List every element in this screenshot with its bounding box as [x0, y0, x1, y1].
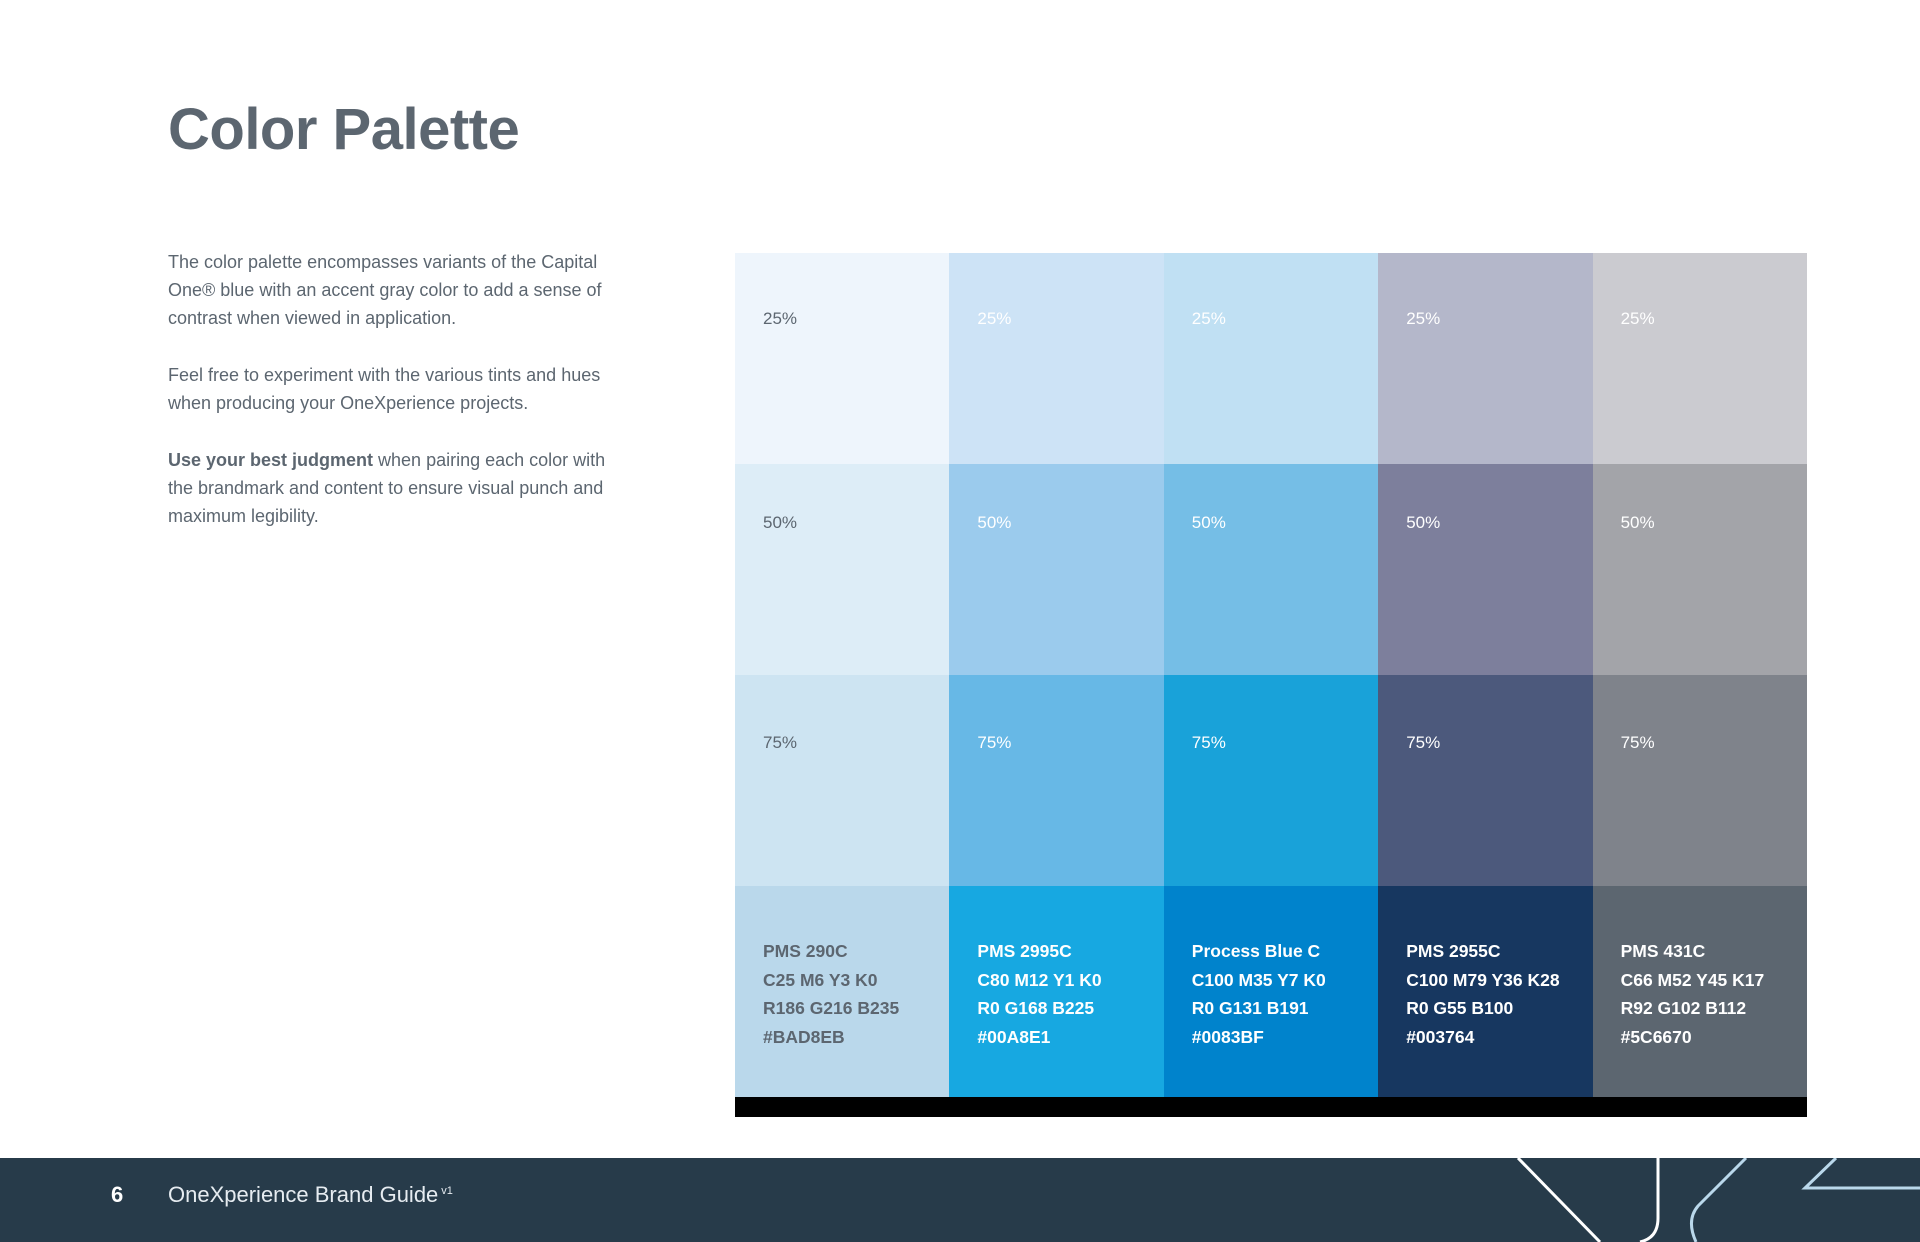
tint-label: 50%	[977, 513, 1012, 532]
swatch-hex-value: #00A8E1	[977, 1026, 1051, 1047]
swatch-base-1: PMS 290C C25 M6 Y3 K0 R186 G216 B235 #BAD8E…	[735, 886, 950, 1097]
footer-title-text: OneXperience Brand Guide	[168, 1182, 439, 1207]
decorative-lines-icon	[1516, 1158, 1920, 1242]
tint-label: 25%	[763, 309, 798, 328]
swatch-tint-4-r75: 75%	[1378, 675, 1593, 886]
swatch-tint-4-r50: 50%	[1378, 464, 1593, 675]
intro-paragraph-3-rest: when pairing each color with the brandma…	[168, 450, 606, 526]
swatch-tint-5-r25: 25%	[1592, 253, 1807, 464]
tint-label: 50%	[1406, 513, 1441, 532]
swatch-tint-5-r50: 50%	[1592, 464, 1807, 675]
swatch-pms-value: Process Blue C	[1191, 941, 1321, 961]
swatch-rgb-value: R0 G168 B225	[977, 998, 1095, 1018]
swatch-cmyk-value: C25 M6 Y3 K0	[763, 969, 878, 990]
swatch-pms-value: PMS 2995C	[977, 941, 1072, 961]
swatch-tint-2-r75: 75%	[949, 675, 1164, 886]
tint-label: 50%	[1620, 513, 1655, 532]
intro-emphasis: Use your best judgment	[168, 450, 374, 470]
swatch-hex-value: #5C6670	[1620, 1026, 1692, 1047]
swatch-tint-3-r25: 25%	[1163, 253, 1379, 464]
tint-label: 75%	[763, 733, 798, 752]
swatch-rgb-value: R0 G55 B100	[1406, 998, 1514, 1018]
swatch-base-4: PMS 2955C C100 M79 Y36 K28 R0 G55 B100 #003…	[1378, 886, 1593, 1097]
swatch-cmyk-value: C66 M52 Y45 K17	[1620, 969, 1765, 990]
swatch-tint-3-r75: 75%	[1163, 675, 1379, 886]
swatch-tint-1-r50: 50%	[735, 464, 950, 675]
footer-version: v1	[441, 1184, 453, 1197]
swatch-pms-value: PMS 431C	[1620, 941, 1706, 961]
tint-label: 25%	[1191, 309, 1226, 328]
swatch-cmyk-value: C80 M12 Y1 K0	[977, 969, 1102, 990]
swatch-hex-value: #BAD8EB	[763, 1026, 845, 1047]
footer: 6 OneXperience Brand Guide v1	[0, 1158, 1920, 1242]
swatch-cmyk-value: C100 M35 Y7 K0	[1191, 969, 1326, 990]
color-palette-grid: 25% 25% 25% 25% 25% 50% 50% 50% 50% 50% 75% 75% 75% 7…	[735, 253, 1807, 1117]
swatch-tint-3-r50: 50%	[1163, 464, 1379, 675]
tint-label: 50%	[763, 513, 798, 532]
page-number: 6	[111, 1182, 124, 1207]
swatch-pms-value: PMS 2955C	[1406, 941, 1501, 961]
swatch-tint-5-r75: 75%	[1592, 675, 1807, 886]
footer-title: OneXperience Brand Guide v1	[168, 1182, 453, 1208]
swatch-hex-value: #003764	[1406, 1026, 1475, 1047]
swatch-tint-2-r25: 25%	[949, 253, 1164, 464]
swatch-pms-value: PMS 290C	[763, 941, 848, 961]
swatch-tint-1-r25: 25%	[735, 253, 950, 464]
swatch-hex-value: #0083BF	[1191, 1026, 1264, 1047]
tint-label: 25%	[977, 309, 1012, 328]
swatch-cmyk-value: C100 M79 Y36 K28	[1406, 969, 1560, 990]
intro-paragraph-2: Feel free to experiment with the various…	[168, 365, 601, 413]
tint-label: 25%	[1406, 309, 1441, 328]
intro-paragraph-1: The color palette encompasses variants o…	[168, 252, 602, 328]
swatch-rgb-value: R186 G216 B235	[763, 998, 900, 1018]
swatch-base-3: Process Blue C C100 M35 Y7 K0 R0 G131 B191…	[1163, 886, 1379, 1097]
intro-text: The color palette encompasses variants o…	[168, 248, 628, 559]
tint-label: 75%	[1406, 733, 1441, 752]
swatch-rgb-value: R92 G102 B112	[1620, 998, 1747, 1018]
swatch-tint-2-r50: 50%	[949, 464, 1164, 675]
swatch-base-2: PMS 2995C C80 M12 Y1 K0 R0 G168 B225 #00A8E…	[949, 886, 1164, 1097]
tint-label: 75%	[1191, 733, 1226, 752]
swatch-base-5: PMS 431C C66 M52 Y45 K17 R92 G102 B112 #5C6…	[1592, 886, 1807, 1097]
intro-paragraph-3: Use your best judgment when pairing each…	[168, 446, 628, 530]
page-title: Color Palette	[168, 97, 520, 162]
swatch-tint-1-r75: 75%	[735, 675, 950, 886]
tint-label: 75%	[1620, 733, 1655, 752]
tint-label: 25%	[1620, 309, 1655, 328]
swatch-rgb-value: R0 G131 B191	[1191, 998, 1309, 1018]
tint-label: 75%	[977, 733, 1012, 752]
tint-label: 50%	[1191, 513, 1226, 532]
swatch-tint-4-r25: 25%	[1378, 253, 1593, 464]
